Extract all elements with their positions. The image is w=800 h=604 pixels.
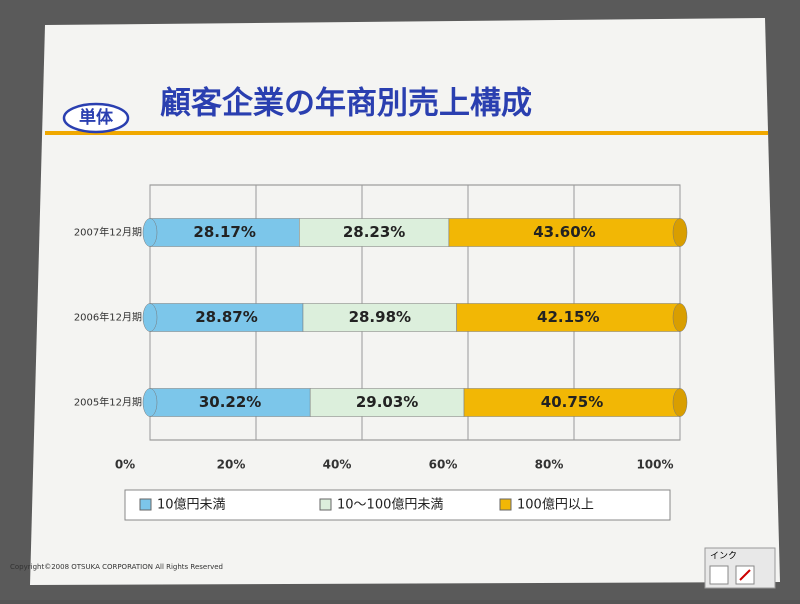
legend-label: 10億円未満	[157, 497, 226, 513]
copyright: Copyright©2008 OTSUKA CORPORATION All Ri…	[10, 563, 223, 571]
bar-cap	[672, 303, 688, 332]
bar-cap	[672, 388, 688, 417]
value-label: 28.98%	[349, 308, 411, 326]
value-label: 28.17%	[193, 223, 255, 241]
x-tick-label: 60%	[429, 458, 458, 472]
bar-segment	[149, 388, 311, 417]
slide	[30, 18, 780, 585]
badge-text: 単体	[79, 107, 114, 128]
chart-title: 顧客企業の年商別売上構成	[160, 86, 532, 122]
bar-segment	[149, 218, 300, 247]
bar-segment	[463, 388, 681, 417]
x-tick-label: 100%	[636, 458, 673, 472]
y-tick-label: 2007年12月期	[74, 226, 142, 239]
bar-segment	[309, 388, 465, 417]
bar-cap	[672, 218, 688, 247]
legend-label: 10～100億円未満	[337, 497, 443, 513]
bar-segment	[456, 303, 681, 332]
ink-toolbar-title: インク	[710, 551, 737, 562]
value-label: 43.60%	[533, 223, 595, 241]
y-tick-label: 2006年12月期	[74, 311, 142, 324]
x-tick-label: 80%	[535, 458, 564, 472]
pointer-button[interactable]	[709, 565, 729, 585]
x-tick-label: 0%	[115, 458, 135, 472]
bar-segment	[299, 218, 450, 247]
bar-start	[142, 303, 158, 332]
value-label: 42.15%	[537, 308, 599, 326]
legend-label: 100億円以上	[517, 497, 594, 513]
pen-icon	[739, 569, 751, 581]
bar-start	[142, 218, 158, 247]
value-label: 40.75%	[541, 393, 603, 411]
bar-segment	[302, 303, 457, 332]
value-label: 30.22%	[199, 393, 261, 411]
legend-swatch	[319, 498, 332, 511]
badge	[62, 102, 130, 134]
legend-box	[124, 489, 671, 521]
value-label: 28.87%	[195, 308, 257, 326]
x-tick-label: 40%	[323, 458, 352, 472]
x-tick-label: 20%	[217, 458, 246, 472]
value-label: 28.23%	[343, 223, 405, 241]
legend-swatch	[139, 498, 152, 511]
bar-segment	[149, 303, 304, 332]
value-label: 29.03%	[356, 393, 418, 411]
y-tick-label: 2005年12月期	[74, 396, 142, 409]
legend-swatch	[499, 498, 512, 511]
bar-start	[142, 388, 158, 417]
